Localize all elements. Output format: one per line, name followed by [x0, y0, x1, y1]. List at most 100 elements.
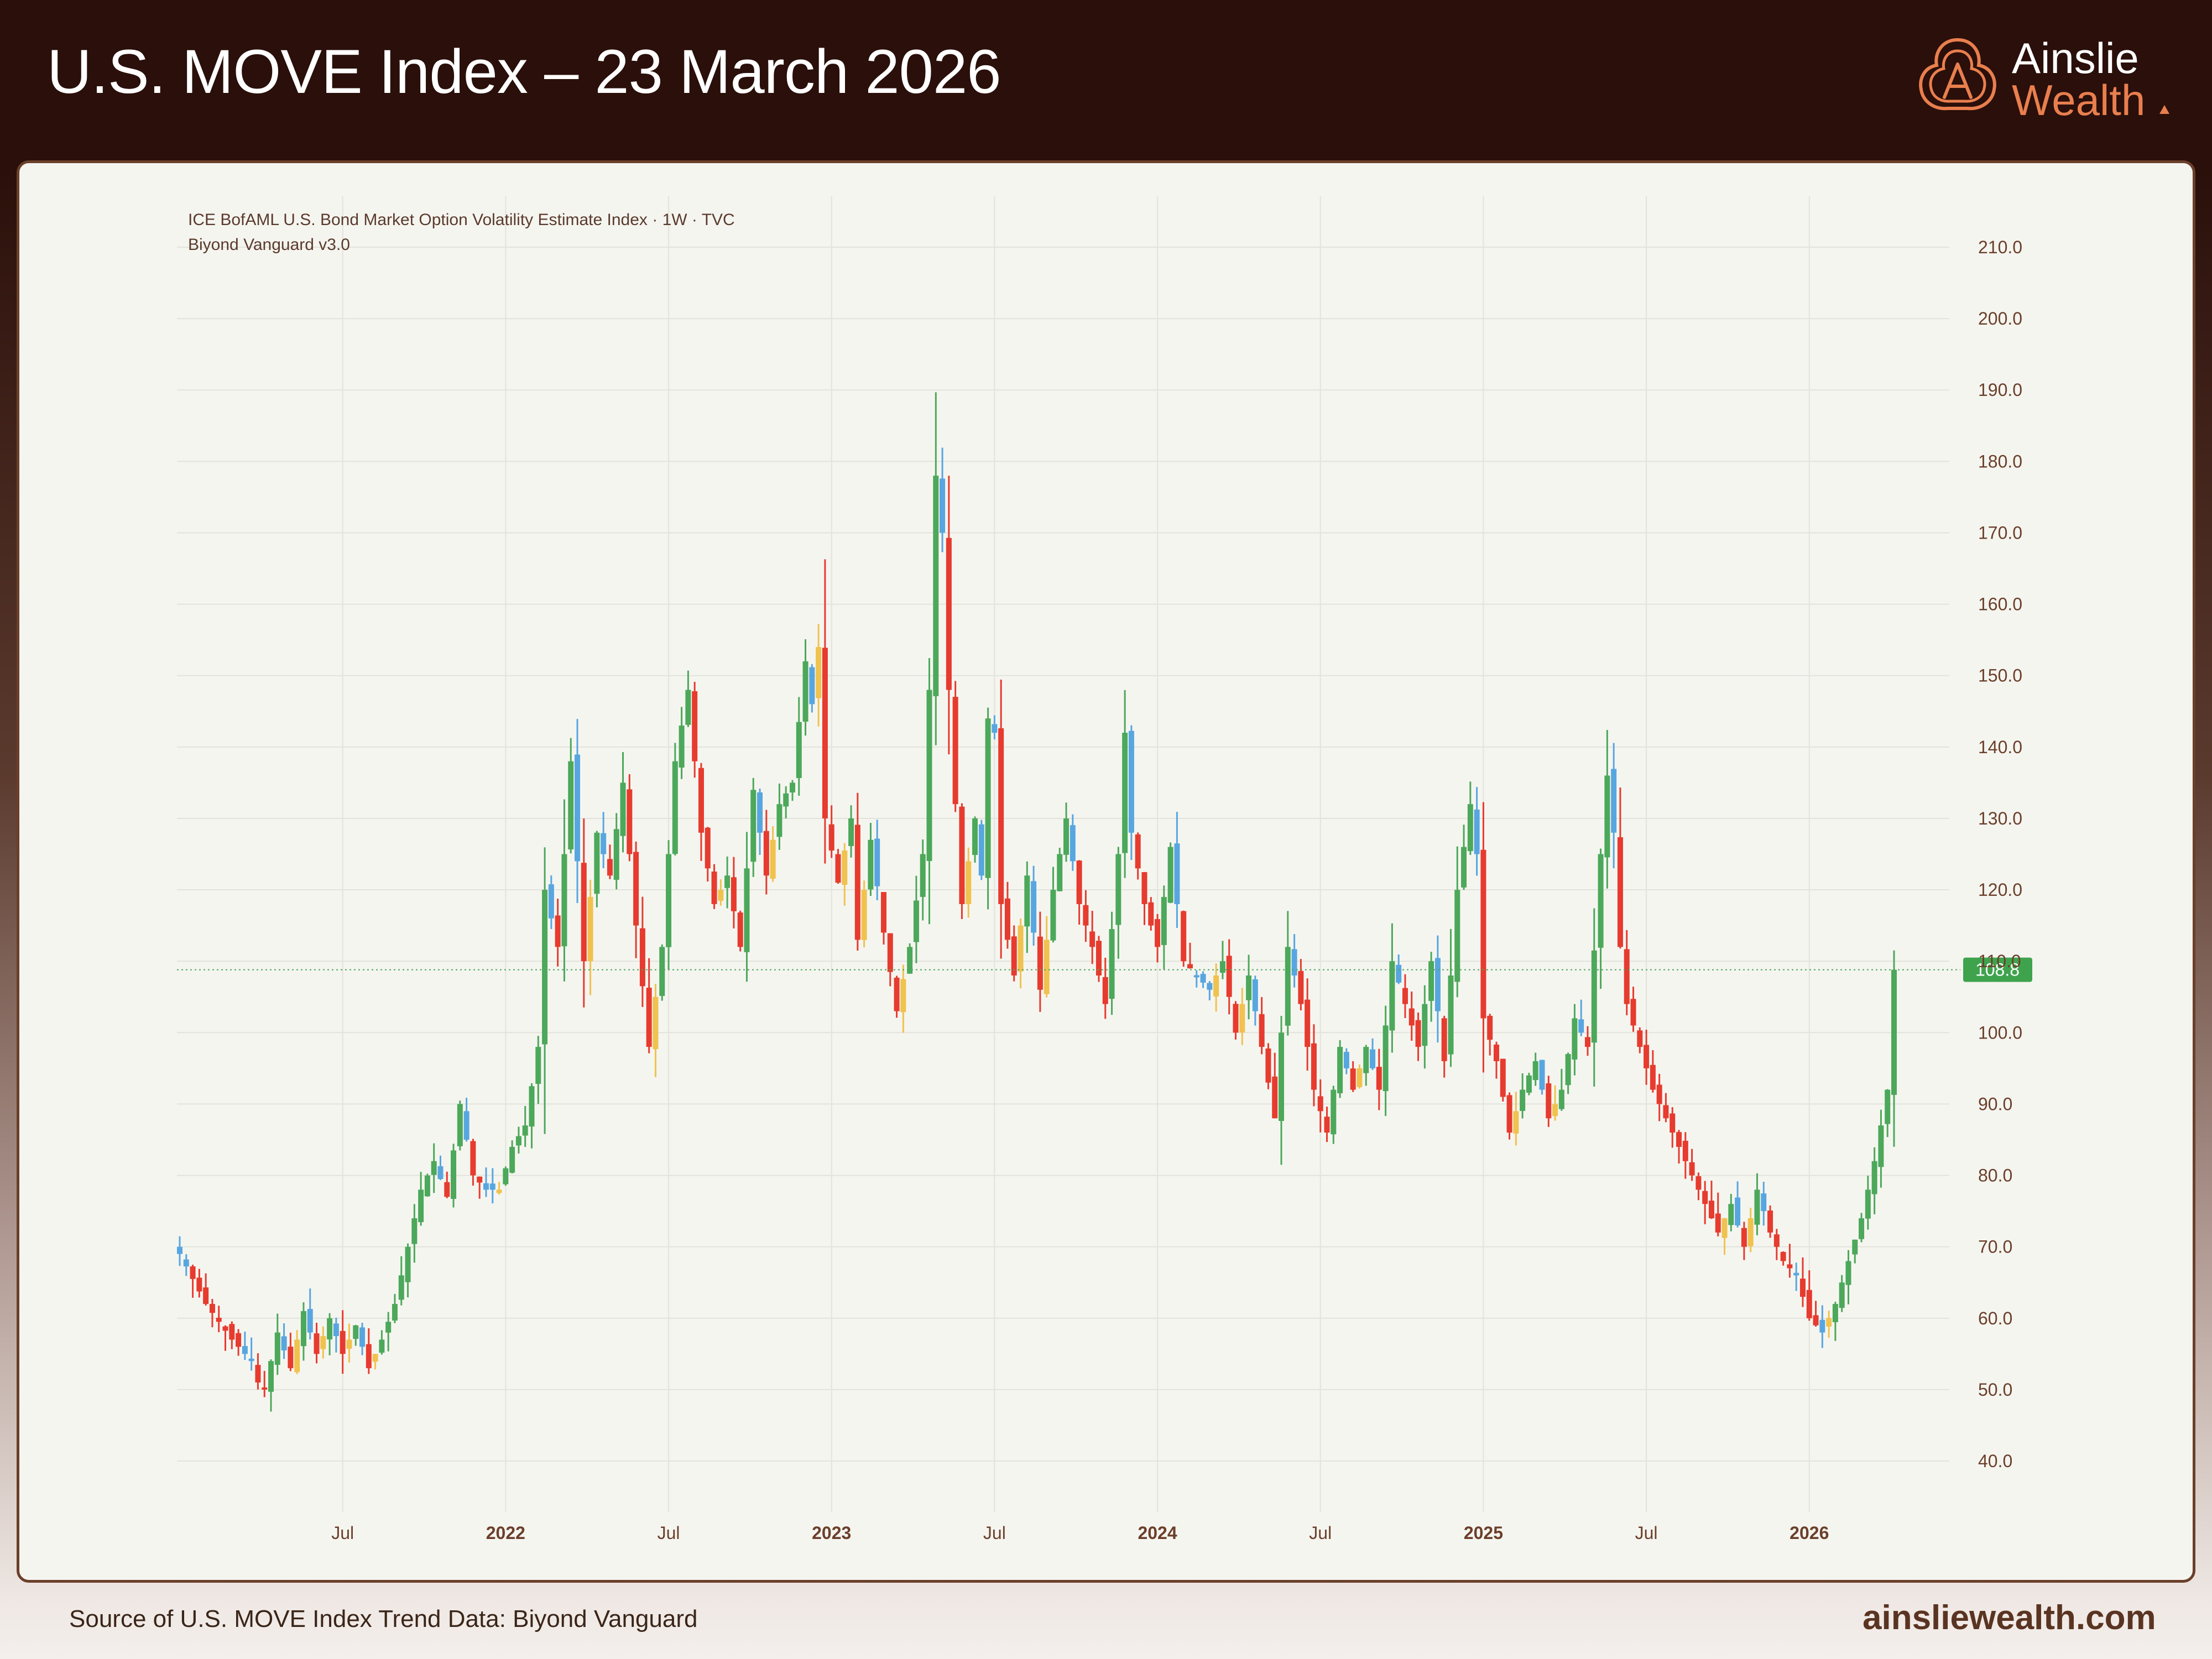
candle-body [1004, 898, 1010, 940]
candle-body [724, 875, 731, 888]
last-price-badge [1963, 957, 2032, 982]
candle-body [1793, 1272, 1799, 1276]
candle-body [1546, 1083, 1552, 1119]
chart-card: 108.8 210.0 200.0 190.0 180.0 170.0 160.0 150.… [17, 160, 2195, 1583]
candle-body [503, 1168, 509, 1185]
candle-body [411, 1218, 418, 1244]
candle-body [437, 1166, 444, 1179]
candle-body [222, 1326, 228, 1331]
candle-body [744, 868, 750, 952]
candle-body [1702, 1191, 1708, 1204]
brand-logo[interactable]: Ainslie Wealth [1913, 32, 2173, 132]
candle-body [1044, 940, 1050, 994]
candle-body [822, 648, 828, 818]
candle-body [816, 647, 822, 698]
candle-body [477, 1176, 483, 1183]
candle-body [711, 872, 717, 904]
candle-body [346, 1339, 352, 1349]
candle-body [451, 1150, 457, 1199]
candle-body [1708, 1201, 1714, 1218]
candle-body [789, 782, 795, 793]
candle-body [262, 1387, 268, 1390]
x-tick-label: 2023 [812, 1523, 851, 1543]
candle-body [1787, 1264, 1793, 1269]
candle-body [594, 832, 600, 894]
candle-body [1376, 1067, 1382, 1090]
candle-body [1219, 961, 1225, 973]
candle-body [659, 947, 665, 996]
candle-body [457, 1104, 463, 1146]
candle-body [802, 661, 808, 722]
candle-body [1135, 834, 1141, 869]
candle-body [1532, 1061, 1538, 1081]
candle-body [470, 1141, 476, 1176]
candle-body [555, 915, 561, 947]
candle-body [1063, 818, 1070, 855]
candle-body [1735, 1197, 1741, 1225]
candle-body [1031, 881, 1037, 933]
candle-body [1520, 1089, 1526, 1111]
candle-body [1207, 983, 1213, 990]
chart-grid [177, 196, 1949, 1512]
y-tick-label: 170.0 [1978, 523, 2022, 542]
candle-body [933, 476, 939, 696]
candle-body [1832, 1303, 1838, 1322]
candle-body [601, 833, 607, 854]
candle-body [1350, 1068, 1356, 1090]
candle-body [1839, 1282, 1845, 1308]
candle-body [1761, 1193, 1767, 1212]
candle-body [340, 1331, 346, 1354]
candle-body [1246, 975, 1252, 1000]
candle-body [1383, 1025, 1389, 1092]
candle-body [952, 697, 958, 805]
candle-body [972, 818, 978, 855]
candle-body [1845, 1261, 1851, 1285]
candle-body [1852, 1239, 1858, 1255]
candle-body [1102, 977, 1108, 1004]
candle-body [848, 818, 854, 846]
candle-body [522, 1125, 528, 1136]
y-tick-label: 40.0 [1978, 1451, 2012, 1471]
chart-candles [177, 392, 1897, 1412]
candle-body [796, 722, 802, 778]
candle-body [1572, 1018, 1578, 1060]
candle-body [366, 1344, 372, 1369]
y-tick-label: 90.0 [1978, 1094, 2012, 1114]
candle-body [646, 988, 652, 1047]
candle-body [1741, 1228, 1747, 1247]
x-tick-label: 2026 [1790, 1523, 1829, 1543]
candle-body [385, 1322, 392, 1333]
candle-body [1089, 931, 1095, 947]
candle-body [255, 1365, 261, 1383]
candle-body [431, 1161, 437, 1175]
candle-body [731, 877, 737, 911]
candle-body [1370, 1049, 1376, 1068]
move-index-chart[interactable]: 108.8 210.0 200.0 190.0 180.0 170.0 160.0 150.… [19, 163, 2193, 1580]
candle-body [1500, 1058, 1506, 1097]
candle-body [1448, 975, 1454, 1055]
candle-body [542, 890, 548, 1045]
candle-body [627, 789, 633, 854]
candle-body [874, 838, 880, 886]
candle-body [809, 667, 815, 705]
website-link[interactable]: ainsliewealth.com [1863, 1599, 2156, 1637]
candle-body [783, 793, 789, 807]
y-tick-label: 80.0 [1978, 1166, 2012, 1186]
candle-body [1558, 1089, 1564, 1109]
candle-body [1493, 1044, 1499, 1061]
candle-body [1331, 1089, 1337, 1135]
candle-body [196, 1277, 202, 1292]
y-tick-label: 210.0 [1978, 237, 2022, 257]
candle-body [1747, 1218, 1754, 1246]
candle-body [620, 782, 626, 836]
candle-body [1728, 1204, 1734, 1225]
candle-body [236, 1333, 242, 1347]
candle-body [1885, 1089, 1891, 1124]
candle-body [1682, 1140, 1688, 1161]
candle-body [177, 1246, 182, 1254]
y-tick-label: 180.0 [1978, 451, 2022, 471]
source-note: Source of U.S. MOVE Index Trend Data: Bi… [69, 1605, 698, 1632]
header-bar: U.S. MOVE Index – 23 March 2026 Ainslie … [0, 0, 2212, 160]
candle-body [666, 854, 672, 947]
candle-body [861, 890, 867, 940]
